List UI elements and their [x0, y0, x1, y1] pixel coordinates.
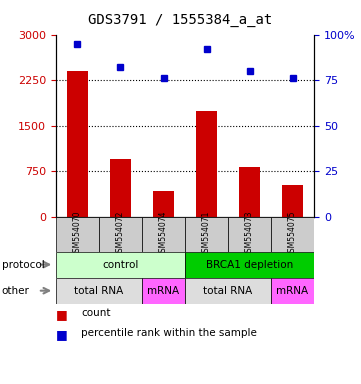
Bar	[185, 217, 228, 252]
Text: other: other	[2, 286, 30, 296]
Text: GDS3791 / 1555384_a_at: GDS3791 / 1555384_a_at	[88, 13, 273, 27]
Bar	[56, 252, 185, 278]
Text: GSM554072: GSM554072	[116, 211, 125, 257]
Text: BRCA1 depletion: BRCA1 depletion	[206, 260, 293, 270]
Text: GSM554074: GSM554074	[159, 211, 168, 258]
Bar	[142, 217, 185, 252]
Bar	[239, 167, 260, 217]
Bar	[271, 278, 314, 304]
Text: mRNA: mRNA	[147, 286, 179, 296]
Bar	[282, 185, 303, 217]
Text: mRNA: mRNA	[277, 286, 309, 296]
Bar	[196, 111, 217, 217]
Bar	[110, 159, 131, 217]
Text: control: control	[102, 260, 139, 270]
Text: percentile rank within the sample: percentile rank within the sample	[81, 328, 257, 338]
Text: GSM554070: GSM554070	[73, 211, 82, 258]
Text: GSM554075: GSM554075	[288, 211, 297, 258]
Text: total RNA: total RNA	[74, 286, 123, 296]
Bar	[56, 278, 142, 304]
Text: ■: ■	[56, 308, 68, 321]
Bar	[153, 191, 174, 217]
Text: GSM554071: GSM554071	[202, 211, 211, 257]
Bar	[56, 217, 99, 252]
Text: count: count	[81, 308, 111, 318]
Text: ■: ■	[56, 328, 68, 341]
Text: GSM554073: GSM554073	[245, 211, 254, 258]
Bar	[185, 278, 271, 304]
Bar	[185, 252, 314, 278]
Text: total RNA: total RNA	[203, 286, 253, 296]
Bar	[228, 217, 271, 252]
Bar	[271, 217, 314, 252]
Bar	[142, 278, 185, 304]
Text: protocol: protocol	[2, 260, 44, 270]
Bar	[99, 217, 142, 252]
Bar	[67, 71, 88, 217]
